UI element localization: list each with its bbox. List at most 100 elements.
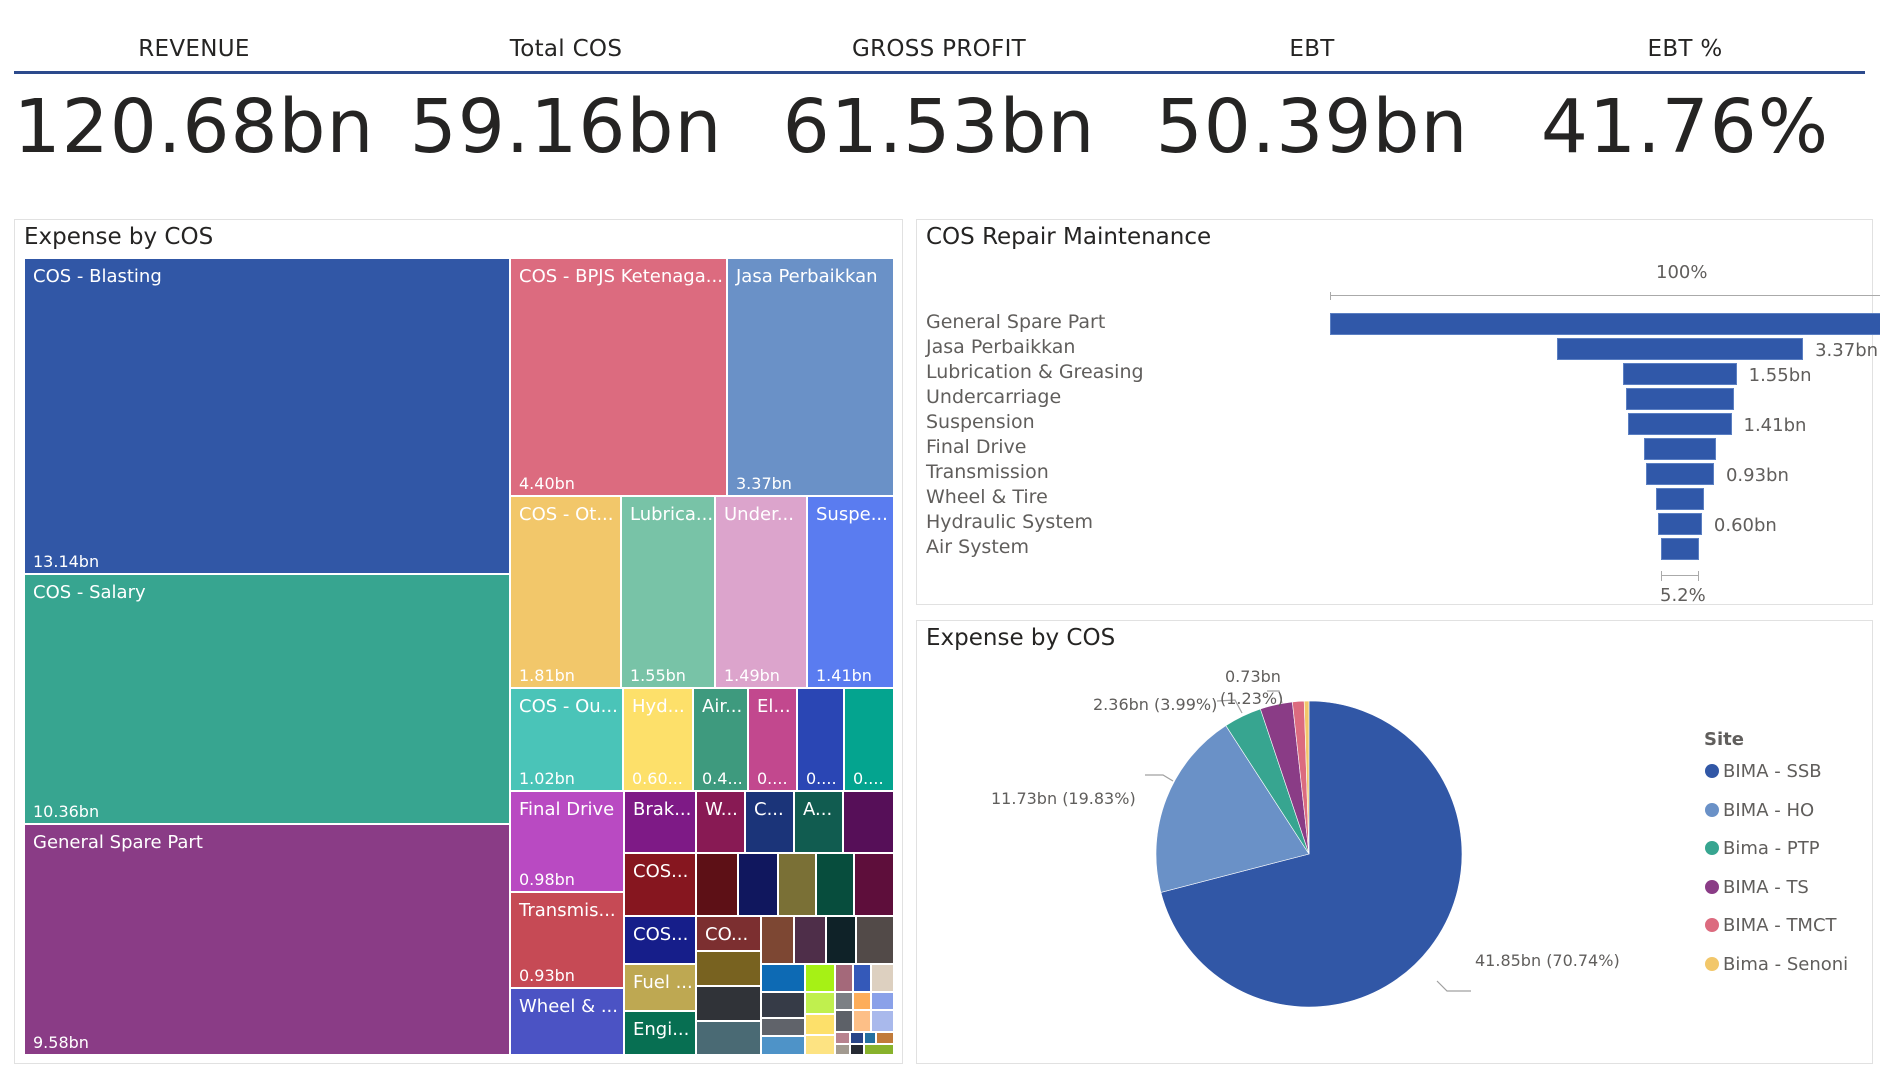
- treemap-cell-small[interactable]: [794, 916, 826, 964]
- treemap-cell[interactable]: W...: [696, 791, 745, 853]
- pie-leader-line: [1436, 980, 1471, 992]
- treemap-cell-name: COS - Blasting: [33, 266, 162, 287]
- funnel-category-label: Jasa Perbaikkan: [926, 336, 1076, 358]
- legend-item[interactable]: BIMA - TS: [1705, 877, 1809, 898]
- treemap-cell-small[interactable]: [805, 964, 835, 992]
- legend-item[interactable]: BIMA - TMCT: [1705, 915, 1837, 936]
- treemap-cell[interactable]: Final Drive 0.98bn: [510, 791, 624, 892]
- treemap-cell[interactable]: C...: [745, 791, 794, 853]
- treemap-cell-small[interactable]: [696, 951, 761, 986]
- pie-slice[interactable]: [1160, 700, 1463, 1008]
- treemap-cell[interactable]: COS - Ot... 1.81bn: [510, 496, 621, 688]
- funnel-bar[interactable]: [1623, 363, 1737, 385]
- treemap-cell-small[interactable]: [835, 1032, 850, 1044]
- pie-chart[interactable]: [917, 621, 1872, 1063]
- treemap-cell[interactable]: Transmis... 0.93bn: [510, 892, 624, 988]
- treemap-cell-small[interactable]: [871, 992, 894, 1010]
- treemap-cell[interactable]: 0....: [844, 688, 894, 791]
- funnel-bar[interactable]: [1628, 413, 1732, 435]
- treemap-cell-value: 10.36bn: [33, 802, 100, 821]
- funnel-chart[interactable]: 100% 5.2% General Spare Part Jasa Perbaik…: [917, 220, 1880, 606]
- funnel-value-label: 1.55bn: [1748, 365, 1812, 386]
- treemap-cell-small[interactable]: [805, 992, 835, 1014]
- treemap-cell[interactable]: COS - Ou... 1.02bn: [510, 688, 623, 791]
- treemap-cell[interactable]: Under... 1.49bn: [715, 496, 807, 688]
- treemap-cell-small[interactable]: [850, 1044, 864, 1055]
- treemap-cell-small[interactable]: [853, 992, 871, 1010]
- kpi-gross-profit: GROSS PROFIT 61.53bn: [753, 0, 1125, 175]
- treemap-cell-small[interactable]: [835, 1010, 853, 1032]
- treemap-chart[interactable]: COS - Blasting 13.14bn COS - Salary 10.36bn…: [24, 258, 894, 1055]
- funnel-bar[interactable]: [1658, 513, 1702, 535]
- treemap-cell-small[interactable]: [871, 1010, 894, 1032]
- treemap-cell[interactable]: Jasa Perbaikkan 3.37bn: [727, 258, 894, 496]
- treemap-cell-small[interactable]: [805, 1014, 835, 1035]
- funnel-category-label: Wheel & Tire: [926, 486, 1048, 508]
- treemap-cell[interactable]: Suspe... 1.41bn: [807, 496, 894, 688]
- treemap-cell[interactable]: Hyd... 0.60...: [623, 688, 693, 791]
- treemap-cell-value: 0.98bn: [519, 870, 575, 889]
- treemap-cell[interactable]: COS - Salary 10.36bn: [24, 574, 510, 824]
- treemap-cell[interactable]: El... 0....: [748, 688, 797, 791]
- treemap-cell[interactable]: COS...: [624, 853, 696, 916]
- treemap-cell-small[interactable]: [856, 916, 894, 964]
- treemap-cell-small[interactable]: [871, 964, 894, 992]
- treemap-cell-small[interactable]: [854, 853, 894, 916]
- treemap-cell[interactable]: COS - BPJS Ketenaga... 4.40bn: [510, 258, 727, 496]
- treemap-cell-small[interactable]: [853, 964, 871, 992]
- legend-item[interactable]: Bima - Senoni: [1705, 954, 1848, 975]
- kpi-divider: [14, 71, 1865, 74]
- pie-slice[interactable]: [1303, 700, 1310, 855]
- treemap-cell-small[interactable]: [805, 1035, 835, 1055]
- treemap-cell[interactable]: 0....: [797, 688, 844, 791]
- treemap-cell[interactable]: General Spare Part 9.58bn: [24, 824, 510, 1055]
- funnel-bar[interactable]: [1656, 488, 1704, 510]
- treemap-cell[interactable]: A...: [794, 791, 843, 853]
- legend-item[interactable]: Bima - PTP: [1705, 838, 1820, 859]
- pie-slice[interactable]: [1155, 725, 1310, 893]
- treemap-cell[interactable]: Brak...: [624, 791, 696, 853]
- treemap-cell-small[interactable]: [835, 992, 853, 1010]
- pie-panel[interactable]: Expense by COS 0.73bn (1.23%) 2.36bn (3.…: [916, 620, 1873, 1064]
- funnel-bar[interactable]: [1661, 538, 1699, 560]
- treemap-cell-small[interactable]: [696, 1021, 761, 1055]
- legend-item[interactable]: BIMA - SSB: [1705, 761, 1822, 782]
- funnel-bar[interactable]: [1646, 463, 1714, 485]
- treemap-cell-small[interactable]: [835, 964, 853, 992]
- treemap-cell-small[interactable]: [864, 1032, 876, 1044]
- treemap-cell-small[interactable]: [696, 986, 761, 1021]
- treemap-cell-small[interactable]: [816, 853, 854, 916]
- treemap-cell-small[interactable]: [761, 916, 794, 964]
- treemap-cell[interactable]: [843, 791, 894, 853]
- treemap-cell-small[interactable]: [761, 964, 805, 992]
- pie-label-tmct-pct: (1.23%): [1220, 689, 1284, 708]
- funnel-bar[interactable]: [1644, 438, 1716, 460]
- treemap-cell[interactable]: Wheel & ...: [510, 988, 624, 1055]
- treemap-cell[interactable]: COS - Blasting 13.14bn: [24, 258, 510, 574]
- treemap-cell[interactable]: CO...: [696, 916, 761, 951]
- treemap-cell-small[interactable]: [850, 1032, 864, 1044]
- treemap-cell[interactable]: COS...: [624, 916, 696, 964]
- treemap-cell[interactable]: Engi...: [624, 1011, 696, 1055]
- treemap-cell-small[interactable]: [835, 1044, 850, 1055]
- treemap-title: Expense by COS: [24, 224, 214, 250]
- treemap-cell-small[interactable]: [826, 916, 856, 964]
- treemap-cell-small[interactable]: [876, 1032, 894, 1044]
- treemap-cell[interactable]: Air... 0.4...: [693, 688, 748, 791]
- treemap-cell-small[interactable]: [738, 853, 778, 916]
- treemap-cell-small[interactable]: [778, 853, 816, 916]
- treemap-cell-small[interactable]: [761, 1036, 805, 1055]
- treemap-cell[interactable]: Fuel ...: [624, 964, 696, 1011]
- treemap-cell-small[interactable]: [761, 1018, 805, 1036]
- funnel-bar[interactable]: [1556, 338, 1804, 360]
- funnel-bar[interactable]: [1330, 313, 1880, 335]
- legend-item[interactable]: BIMA - HO: [1705, 800, 1814, 821]
- treemap-cell-small[interactable]: [853, 1010, 871, 1032]
- treemap-cell[interactable]: Lubrica... 1.55bn: [621, 496, 715, 688]
- funnel-bar[interactable]: [1625, 388, 1735, 410]
- treemap-cell-small[interactable]: [696, 853, 738, 916]
- treemap-cell-small[interactable]: [761, 992, 805, 1018]
- treemap-cell-small[interactable]: [864, 1044, 894, 1055]
- funnel-panel[interactable]: COS Repair Maintenance 100% 5.2% General…: [916, 219, 1880, 606]
- treemap-panel[interactable]: Expense by COS COS - Blasting 13.14bn COS …: [14, 219, 903, 1064]
